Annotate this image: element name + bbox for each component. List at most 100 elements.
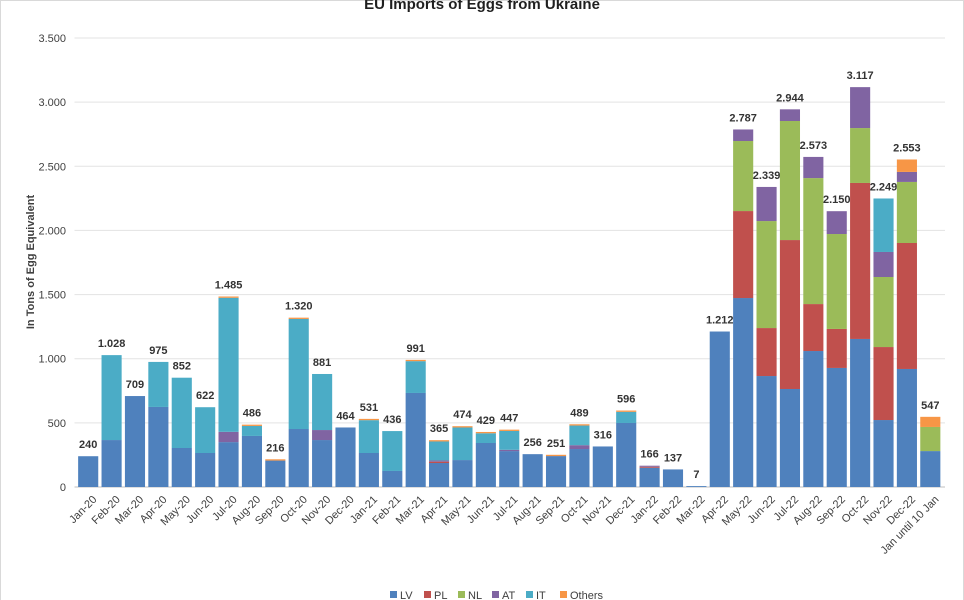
legend-label: NL bbox=[468, 590, 482, 600]
total-label: 256 bbox=[523, 437, 541, 449]
total-label: 2.573 bbox=[800, 140, 828, 152]
bar-segment bbox=[545, 456, 567, 487]
total-label: 596 bbox=[617, 394, 635, 406]
bar-segment bbox=[616, 410, 637, 412]
bar-segment bbox=[312, 373, 333, 431]
bar-segment bbox=[218, 442, 239, 487]
bar-segment bbox=[382, 470, 403, 487]
bar-segment bbox=[429, 460, 450, 462]
total-label: 991 bbox=[407, 343, 425, 355]
bar-segment bbox=[101, 355, 122, 441]
total-label: 2.553 bbox=[893, 142, 921, 154]
bar-segment bbox=[312, 440, 333, 487]
total-label: 251 bbox=[547, 438, 565, 450]
y-tick-label: 1.000 bbox=[38, 354, 66, 366]
bar-segment bbox=[803, 178, 824, 305]
total-label: 216 bbox=[266, 442, 284, 454]
bar-segment bbox=[241, 435, 262, 487]
bar-segment bbox=[639, 467, 660, 487]
total-label: 1.212 bbox=[706, 315, 734, 327]
bar-segment bbox=[896, 243, 917, 369]
total-label: 489 bbox=[570, 407, 588, 419]
bar-segment bbox=[639, 465, 660, 467]
bar-segment bbox=[686, 486, 707, 487]
total-label: 2.787 bbox=[729, 112, 757, 124]
y-tick-label: 500 bbox=[48, 418, 66, 430]
bar-segment bbox=[265, 460, 286, 487]
y-tick-label: 0 bbox=[60, 482, 66, 494]
bar-segment bbox=[733, 298, 754, 487]
bar-segment bbox=[545, 454, 567, 457]
legend-swatch bbox=[526, 591, 533, 598]
bar-segment bbox=[873, 276, 894, 348]
total-label: 137 bbox=[664, 452, 682, 464]
total-label: 474 bbox=[453, 409, 472, 421]
total-label: 1.320 bbox=[285, 301, 313, 313]
bar-segment bbox=[569, 449, 590, 487]
bar-segment bbox=[569, 424, 590, 426]
bar-segment bbox=[358, 420, 379, 454]
bar-segment bbox=[499, 430, 520, 450]
total-label: 2.150 bbox=[823, 194, 851, 206]
legend-label: PL bbox=[434, 590, 447, 600]
bar-segment bbox=[616, 411, 637, 423]
bar-segment bbox=[569, 445, 590, 450]
legend-swatch bbox=[424, 591, 431, 598]
bar-segment bbox=[896, 159, 917, 172]
bar-segment bbox=[101, 440, 122, 487]
bar-segment bbox=[429, 463, 450, 487]
bar-segment bbox=[779, 121, 801, 241]
total-label: 2.339 bbox=[753, 170, 781, 182]
bar-segment bbox=[429, 440, 450, 442]
total-label: 464 bbox=[336, 410, 355, 422]
total-label: 2.944 bbox=[776, 92, 804, 104]
total-label: 1.485 bbox=[215, 279, 243, 291]
total-label: 447 bbox=[500, 413, 518, 425]
bar-segment bbox=[920, 451, 941, 487]
bar-segment bbox=[148, 406, 169, 487]
bar-segment bbox=[779, 240, 801, 389]
y-tick-label: 2.500 bbox=[38, 161, 66, 173]
total-label: 975 bbox=[149, 345, 167, 357]
total-label: 881 bbox=[313, 357, 331, 369]
total-label: 486 bbox=[243, 408, 261, 420]
bar-segment bbox=[592, 446, 613, 487]
bar-segment bbox=[733, 141, 754, 212]
chart-title: EU Imports of Eggs from Ukraine bbox=[364, 0, 600, 13]
legend-swatch bbox=[560, 591, 567, 598]
bar-segment bbox=[499, 451, 520, 487]
bar-segment bbox=[733, 211, 754, 299]
bar-segment bbox=[920, 426, 941, 452]
bar-segment bbox=[756, 328, 777, 377]
total-label: 365 bbox=[430, 423, 448, 435]
bar-segment bbox=[288, 318, 309, 430]
bar-segment bbox=[920, 416, 941, 427]
bar-segment bbox=[616, 422, 637, 487]
bar-segment bbox=[803, 156, 824, 179]
bar-segment bbox=[873, 198, 894, 252]
bar-segment bbox=[358, 453, 379, 487]
bar-segment bbox=[709, 331, 730, 487]
bar-segment bbox=[452, 426, 473, 428]
total-label: 166 bbox=[640, 449, 658, 461]
bar-segment bbox=[475, 431, 496, 434]
bar-segment bbox=[826, 234, 847, 329]
legend-label: Others bbox=[570, 590, 604, 600]
total-label: 547 bbox=[921, 400, 939, 412]
bar-segment bbox=[148, 361, 169, 407]
total-label: 7 bbox=[693, 469, 699, 481]
legend-label: IT bbox=[536, 590, 546, 600]
bar-segment bbox=[733, 129, 754, 142]
legend-swatch bbox=[458, 591, 465, 598]
total-label: 316 bbox=[594, 429, 612, 441]
bar-segment bbox=[218, 296, 239, 298]
bar-segment bbox=[265, 459, 286, 461]
bar-segment bbox=[896, 171, 917, 182]
bar-segment bbox=[475, 433, 496, 443]
bar-segment bbox=[826, 328, 847, 368]
bar-segment bbox=[756, 376, 777, 487]
bar-segment bbox=[78, 456, 99, 487]
total-label: 531 bbox=[360, 402, 378, 414]
bar-segment bbox=[639, 466, 660, 468]
